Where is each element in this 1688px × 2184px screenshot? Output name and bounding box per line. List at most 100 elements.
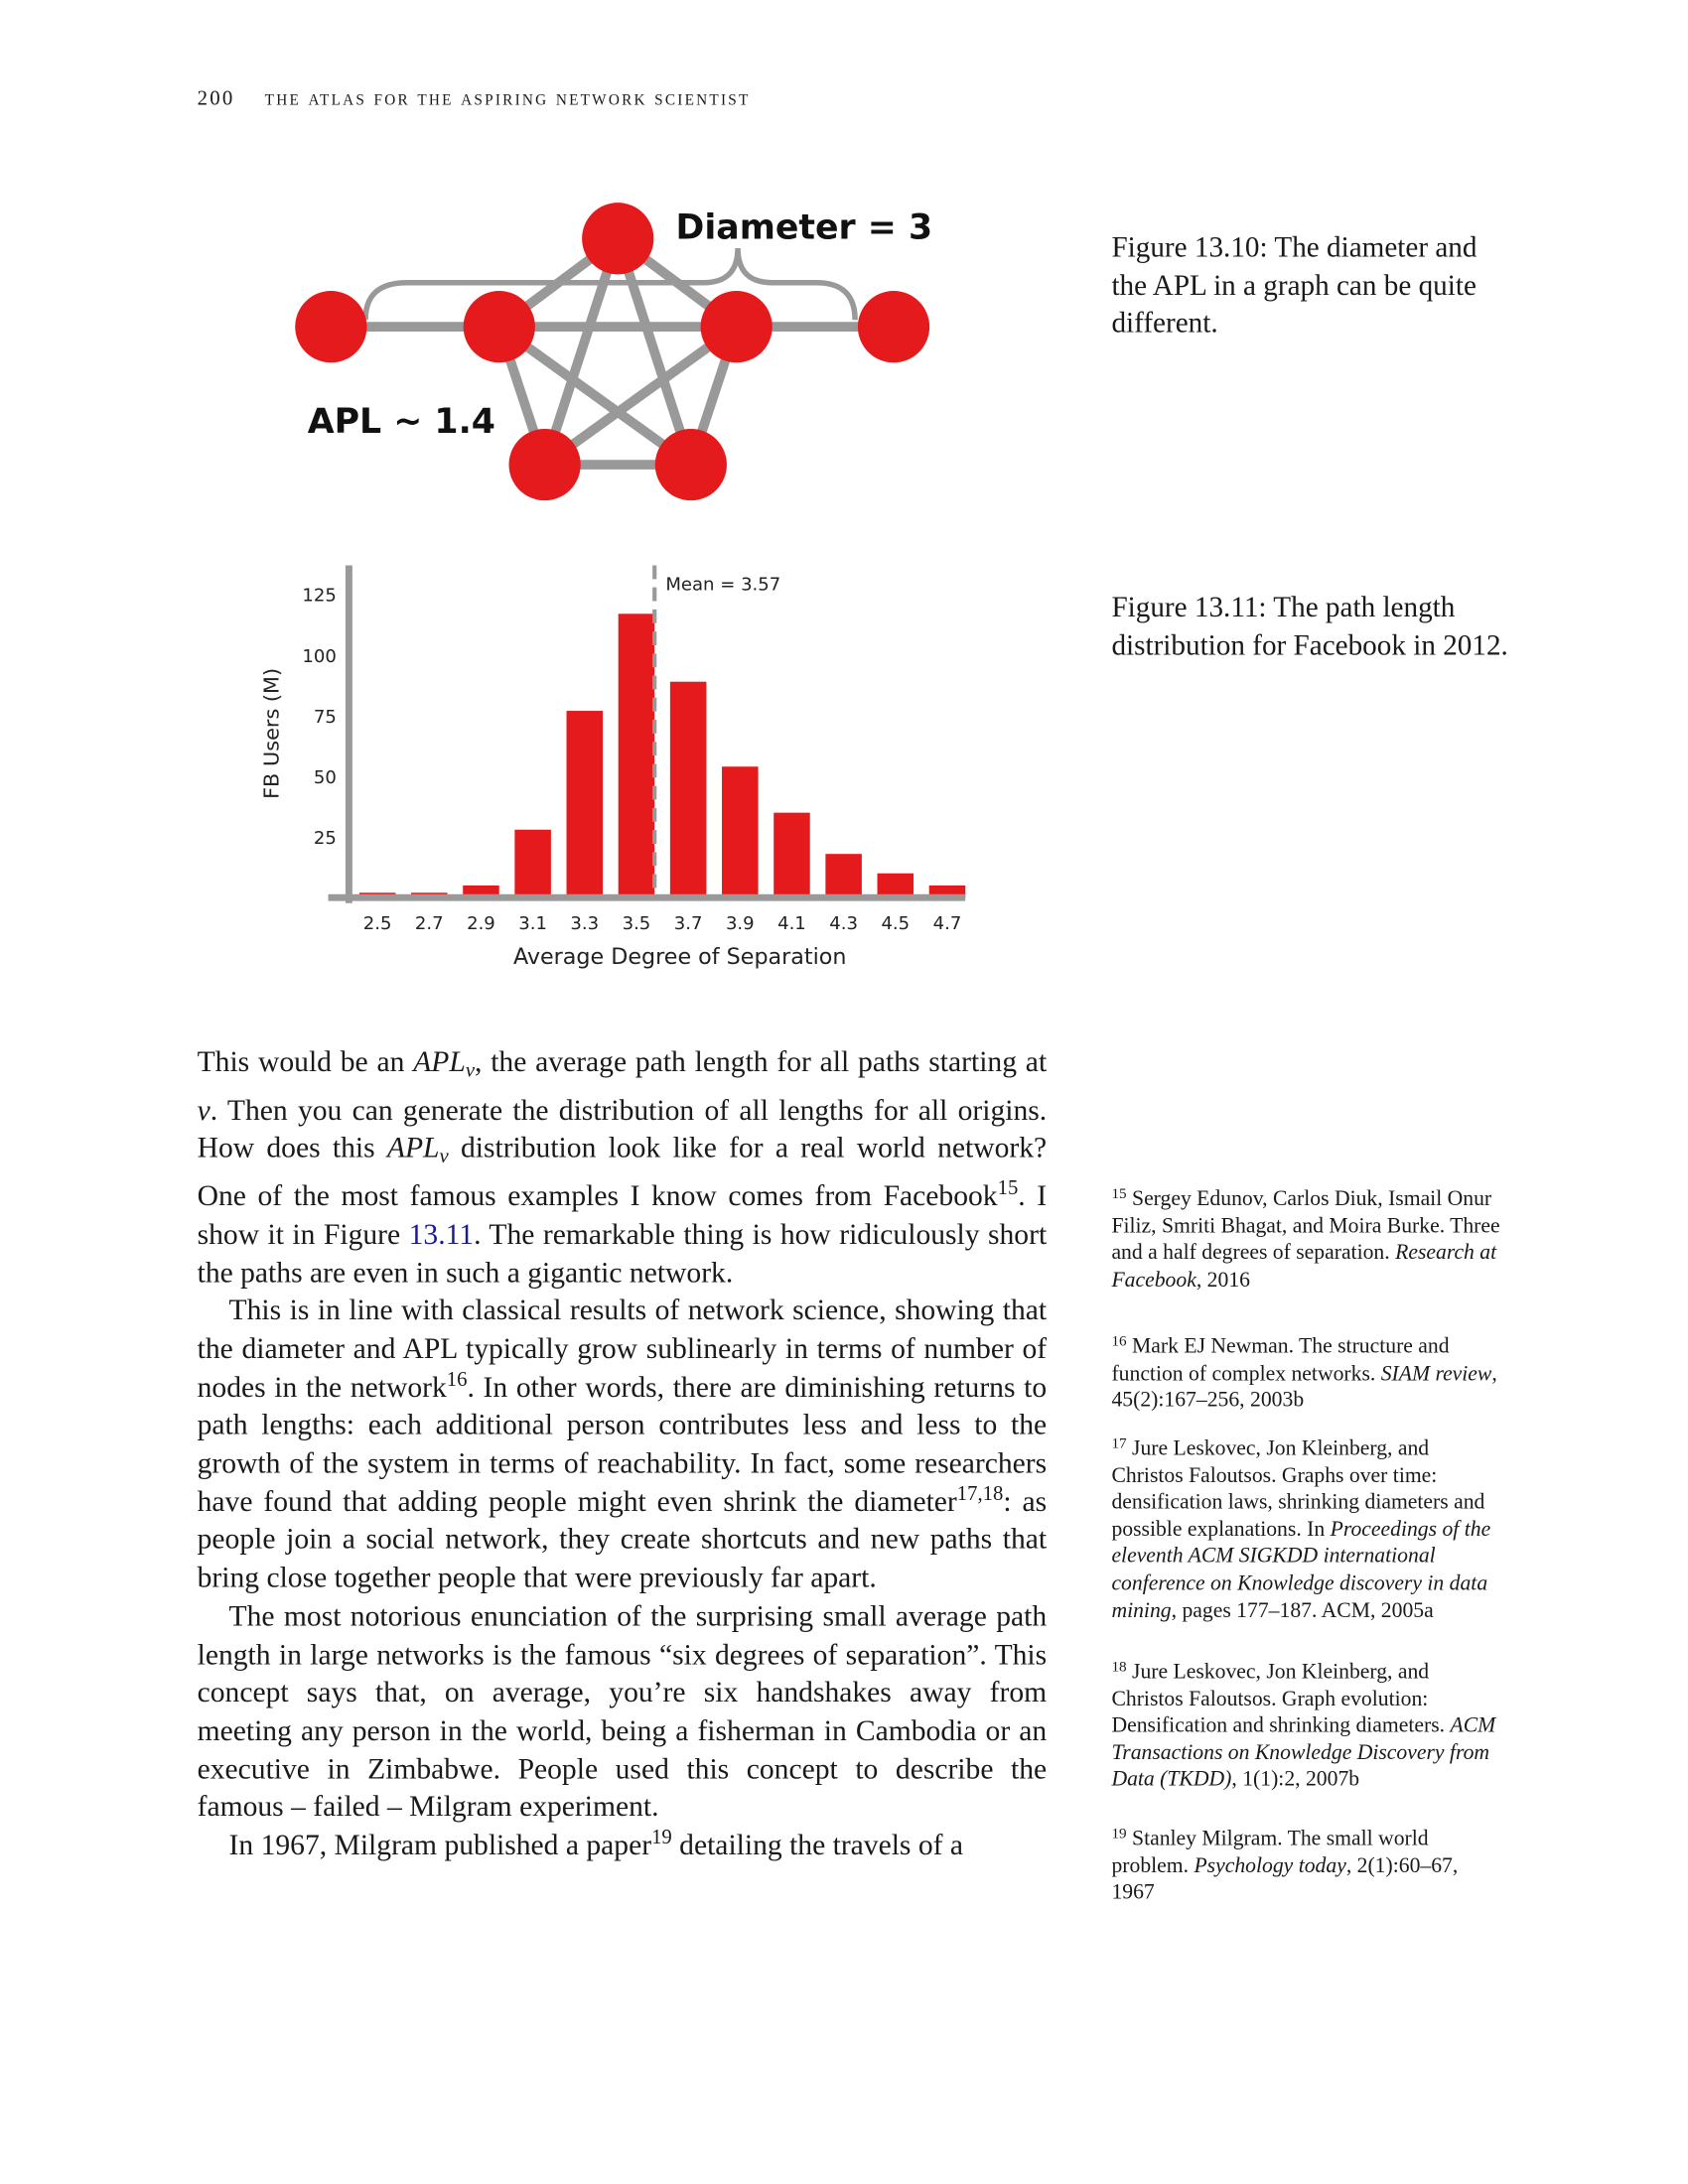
edge (539, 236, 623, 467)
text: This would be an (197, 1044, 414, 1079)
x-tick-label: 4.1 (777, 913, 806, 934)
figure-caption: Figure 13.11: The path length distributi… (1111, 590, 1508, 662)
edge (541, 323, 740, 470)
node (654, 428, 727, 501)
sidenote-mark: 16 (1111, 1333, 1127, 1350)
node (463, 291, 535, 363)
text: , 2016 (1196, 1268, 1250, 1293)
y-tick-label: 100 (302, 646, 336, 667)
bar (618, 614, 655, 898)
bar (669, 681, 707, 898)
math: APL (386, 1131, 440, 1164)
bar (774, 812, 810, 898)
text: Stanley Milgram. The small world problem… (1111, 1827, 1429, 1878)
bar (722, 766, 759, 898)
sidenote-mark: 19 (1111, 1825, 1127, 1843)
text: . Then you can generate the distribution… (197, 1092, 1048, 1164)
bar (514, 829, 551, 898)
text: , 1(1):2, 2007b (1231, 1768, 1360, 1792)
sidenote-mark: 15 (1111, 1185, 1127, 1203)
text: distribution look like for a real world … (197, 1131, 1048, 1212)
text: Jure Leskovec, Jon Kleinberg, and Christ… (1111, 1660, 1451, 1738)
sidenote: 16 Mark EJ Newman. The structure and fun… (1111, 1333, 1505, 1415)
x-tick-label: 3.3 (570, 913, 599, 934)
histogram: 25 50 75 100 125 2.5 2.7 2.9 3.1 3.3 3.5 3.7 3.9 4.1 4… (260, 565, 966, 970)
sidenote-mark: 18 (1111, 1658, 1127, 1676)
node (857, 291, 930, 363)
edge (495, 323, 694, 470)
sidenote-mark: 17 (1111, 1434, 1127, 1452)
diameter-label: Diameter = 3 (676, 207, 933, 247)
y-tick-label: 125 (302, 586, 336, 607)
brace (362, 247, 858, 321)
sidenote: 19 Stanley Milgram. The small world prob… (1111, 1826, 1505, 1907)
x-axis-label: Average Degree of Separation (513, 944, 847, 970)
venue: ACM Transactions on Knowledge Discovery … (1111, 1713, 1496, 1792)
nodes (295, 203, 930, 501)
text: . In other words, there are diminishing … (197, 1370, 1048, 1518)
x-tick-label: 4.3 (829, 913, 858, 934)
text: Sergey Edunov, Carlos Diuk, Ismail Onur … (1111, 1186, 1500, 1265)
edge (613, 236, 696, 467)
figure-link[interactable]: 13.11 (408, 1217, 475, 1251)
x-tick-label: 2.9 (467, 913, 495, 934)
paragraph: This is in line with classical results o… (198, 1293, 1048, 1598)
text: . I show it in Figure (197, 1178, 1048, 1251)
x-tick-label: 3.9 (726, 913, 755, 934)
x-tick-label: 3.7 (674, 913, 703, 934)
x-tick-label: 3.5 (623, 913, 651, 934)
text: Mark EJ Newman. The structure and functi… (1111, 1334, 1450, 1386)
node (582, 203, 654, 275)
text: detailing the travels of a (671, 1828, 964, 1862)
running-title: the atlas for the aspiring network scien… (264, 87, 751, 111)
y-tick-label: 50 (314, 767, 337, 788)
node (508, 428, 581, 501)
x-tick-label: 4.5 (881, 913, 910, 934)
text: In 1967, Milgram published a paper (228, 1828, 652, 1862)
paragraph: This would be an APLv, the average path … (198, 1043, 1048, 1292)
sidenote: 15 Sergey Edunov, Carlos Diuk, Ismail On… (1111, 1185, 1505, 1294)
venue: Proceedings of the eleventh ACM SIGKDD i… (1111, 1517, 1491, 1623)
text: . The remarkable thing is how ridiculous… (197, 1217, 1048, 1289)
x-tick-label: 4.7 (933, 913, 962, 934)
math-subscript: v (439, 1146, 449, 1168)
venue: Research at Facebook (1111, 1241, 1497, 1293)
apl-label: APL ~ 1.4 (308, 402, 495, 442)
mean-label: Mean = 3.57 (665, 574, 780, 595)
math: APL (413, 1044, 466, 1079)
venue: SIAM review (1380, 1361, 1492, 1386)
text: Jure Leskovec, Jon Kleinberg, and Christ… (1111, 1436, 1485, 1542)
sidenote: 17 Jure Leskovec, Jon Kleinberg, and Chr… (1111, 1435, 1505, 1624)
text: The most notorious enunciation of the su… (197, 1598, 1048, 1824)
text: , 45(2):167–256, 2003b (1111, 1361, 1497, 1413)
y-tick-label: 25 (314, 828, 337, 849)
paragraph: In 1967, Milgram published a paper19 det… (198, 1827, 1048, 1864)
math: v (197, 1092, 211, 1127)
node (295, 291, 367, 363)
footnote-mark[interactable]: 17,18 (956, 1483, 1004, 1506)
node (700, 291, 773, 363)
text: , the average path length for all paths … (475, 1044, 1048, 1079)
venue: Psychology today (1194, 1853, 1346, 1878)
footnote-mark[interactable]: 19 (651, 1827, 672, 1849)
x-tick-label: 2.5 (363, 913, 392, 934)
text: , 2(1):60–67, 1967 (1111, 1853, 1459, 1905)
y-axis-label: FB Users (M) (260, 668, 284, 799)
footnote-mark[interactable]: 15 (997, 1177, 1019, 1200)
figure-caption: Figure 13.10: The diameter and the APL i… (1111, 229, 1477, 341)
footnote-mark[interactable]: 16 (446, 1368, 468, 1391)
body-text: This would be an APLv, the average path … (198, 1043, 1048, 1864)
bar (566, 711, 604, 898)
x-tick-label: 3.1 (518, 913, 547, 934)
text: : as people join a social network, they … (197, 1484, 1048, 1594)
paragraph: The most notorious enunciation of the su… (198, 1598, 1048, 1828)
x-tick-label: 2.7 (415, 913, 444, 934)
text: This is in line with classical results o… (197, 1294, 1048, 1404)
sidenote: 18 Jure Leskovec, Jon Kleinberg, and Chr… (1111, 1659, 1505, 1794)
y-tick-label: 75 (314, 707, 337, 728)
math-subscript: v (465, 1060, 476, 1083)
text: , pages 177–187. ACM, 2005a (1171, 1598, 1434, 1623)
